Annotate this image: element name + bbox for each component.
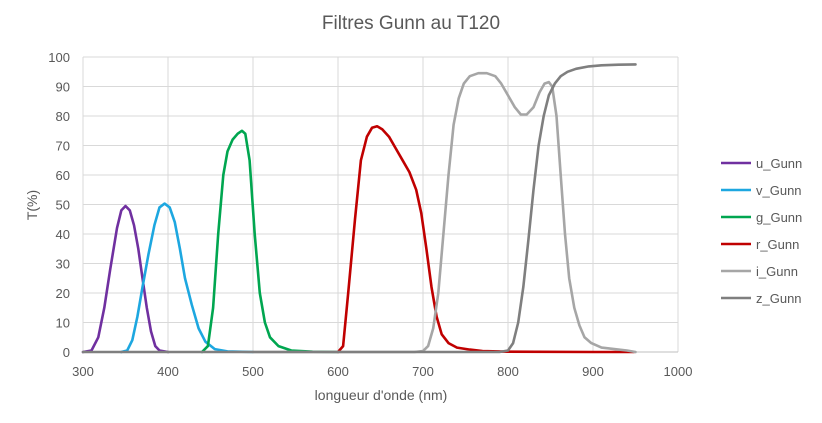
x-tick-label: 800 bbox=[497, 364, 519, 379]
series-line-g-gunn bbox=[200, 129, 340, 354]
legend-label: r_Gunn bbox=[756, 237, 799, 252]
legend: u_Gunn v_Gunn g_Gunn r_Gunn i_Gunn z_Gunn bbox=[721, 156, 802, 306]
legend-item: i_Gunn bbox=[721, 264, 798, 279]
legend-label: i_Gunn bbox=[756, 264, 798, 279]
y-tick-label: 90 bbox=[56, 80, 70, 95]
chart-title: Filtres Gunn au T120 bbox=[322, 13, 500, 34]
series-line-i-gunn bbox=[251, 71, 637, 354]
x-tick-label: 300 bbox=[72, 364, 94, 379]
y-tick-label: 50 bbox=[56, 198, 70, 213]
x-tick-label: 600 bbox=[327, 364, 349, 379]
series-line-v-gunn bbox=[120, 202, 255, 354]
grid bbox=[82, 56, 679, 353]
legend-item: v_Gunn bbox=[721, 183, 802, 198]
y-axis-label: T(%) bbox=[24, 190, 40, 220]
axes: 0 10 20 30 40 50 60 70 80 90 100 300 400 500 600 700 800… bbox=[48, 50, 692, 379]
series-line-u-gunn bbox=[81, 204, 170, 354]
y-tick-label: 0 bbox=[63, 345, 70, 360]
y-tick-label: 60 bbox=[56, 168, 70, 183]
y-tick-label: 30 bbox=[56, 257, 70, 272]
y-tick-label: 70 bbox=[56, 139, 70, 154]
y-tick-label: 10 bbox=[56, 316, 70, 331]
x-axis-label: longueur d'onde (nm) bbox=[315, 387, 448, 403]
legend-item: g_Gunn bbox=[721, 210, 802, 225]
x-tick-label: 500 bbox=[242, 364, 264, 379]
x-tick-label: 1000 bbox=[664, 364, 693, 379]
series-line-r-gunn bbox=[336, 125, 636, 354]
legend-item: z_Gunn bbox=[721, 291, 802, 306]
x-tick-label: 700 bbox=[412, 364, 434, 379]
legend-item: r_Gunn bbox=[721, 237, 799, 252]
legend-item: u_Gunn bbox=[721, 156, 802, 171]
x-tick-label: 400 bbox=[157, 364, 179, 379]
legend-label: u_Gunn bbox=[756, 156, 802, 171]
series-line-z-gunn bbox=[81, 63, 637, 354]
y-tick-label: 20 bbox=[56, 286, 70, 301]
y-tick-label: 80 bbox=[56, 109, 70, 124]
y-tick-label: 40 bbox=[56, 227, 70, 242]
y-tick-label: 100 bbox=[48, 50, 70, 65]
legend-label: v_Gunn bbox=[756, 183, 802, 198]
series-lines bbox=[81, 63, 637, 354]
legend-label: z_Gunn bbox=[756, 291, 802, 306]
legend-label: g_Gunn bbox=[756, 210, 802, 225]
x-tick-label: 900 bbox=[582, 364, 604, 379]
